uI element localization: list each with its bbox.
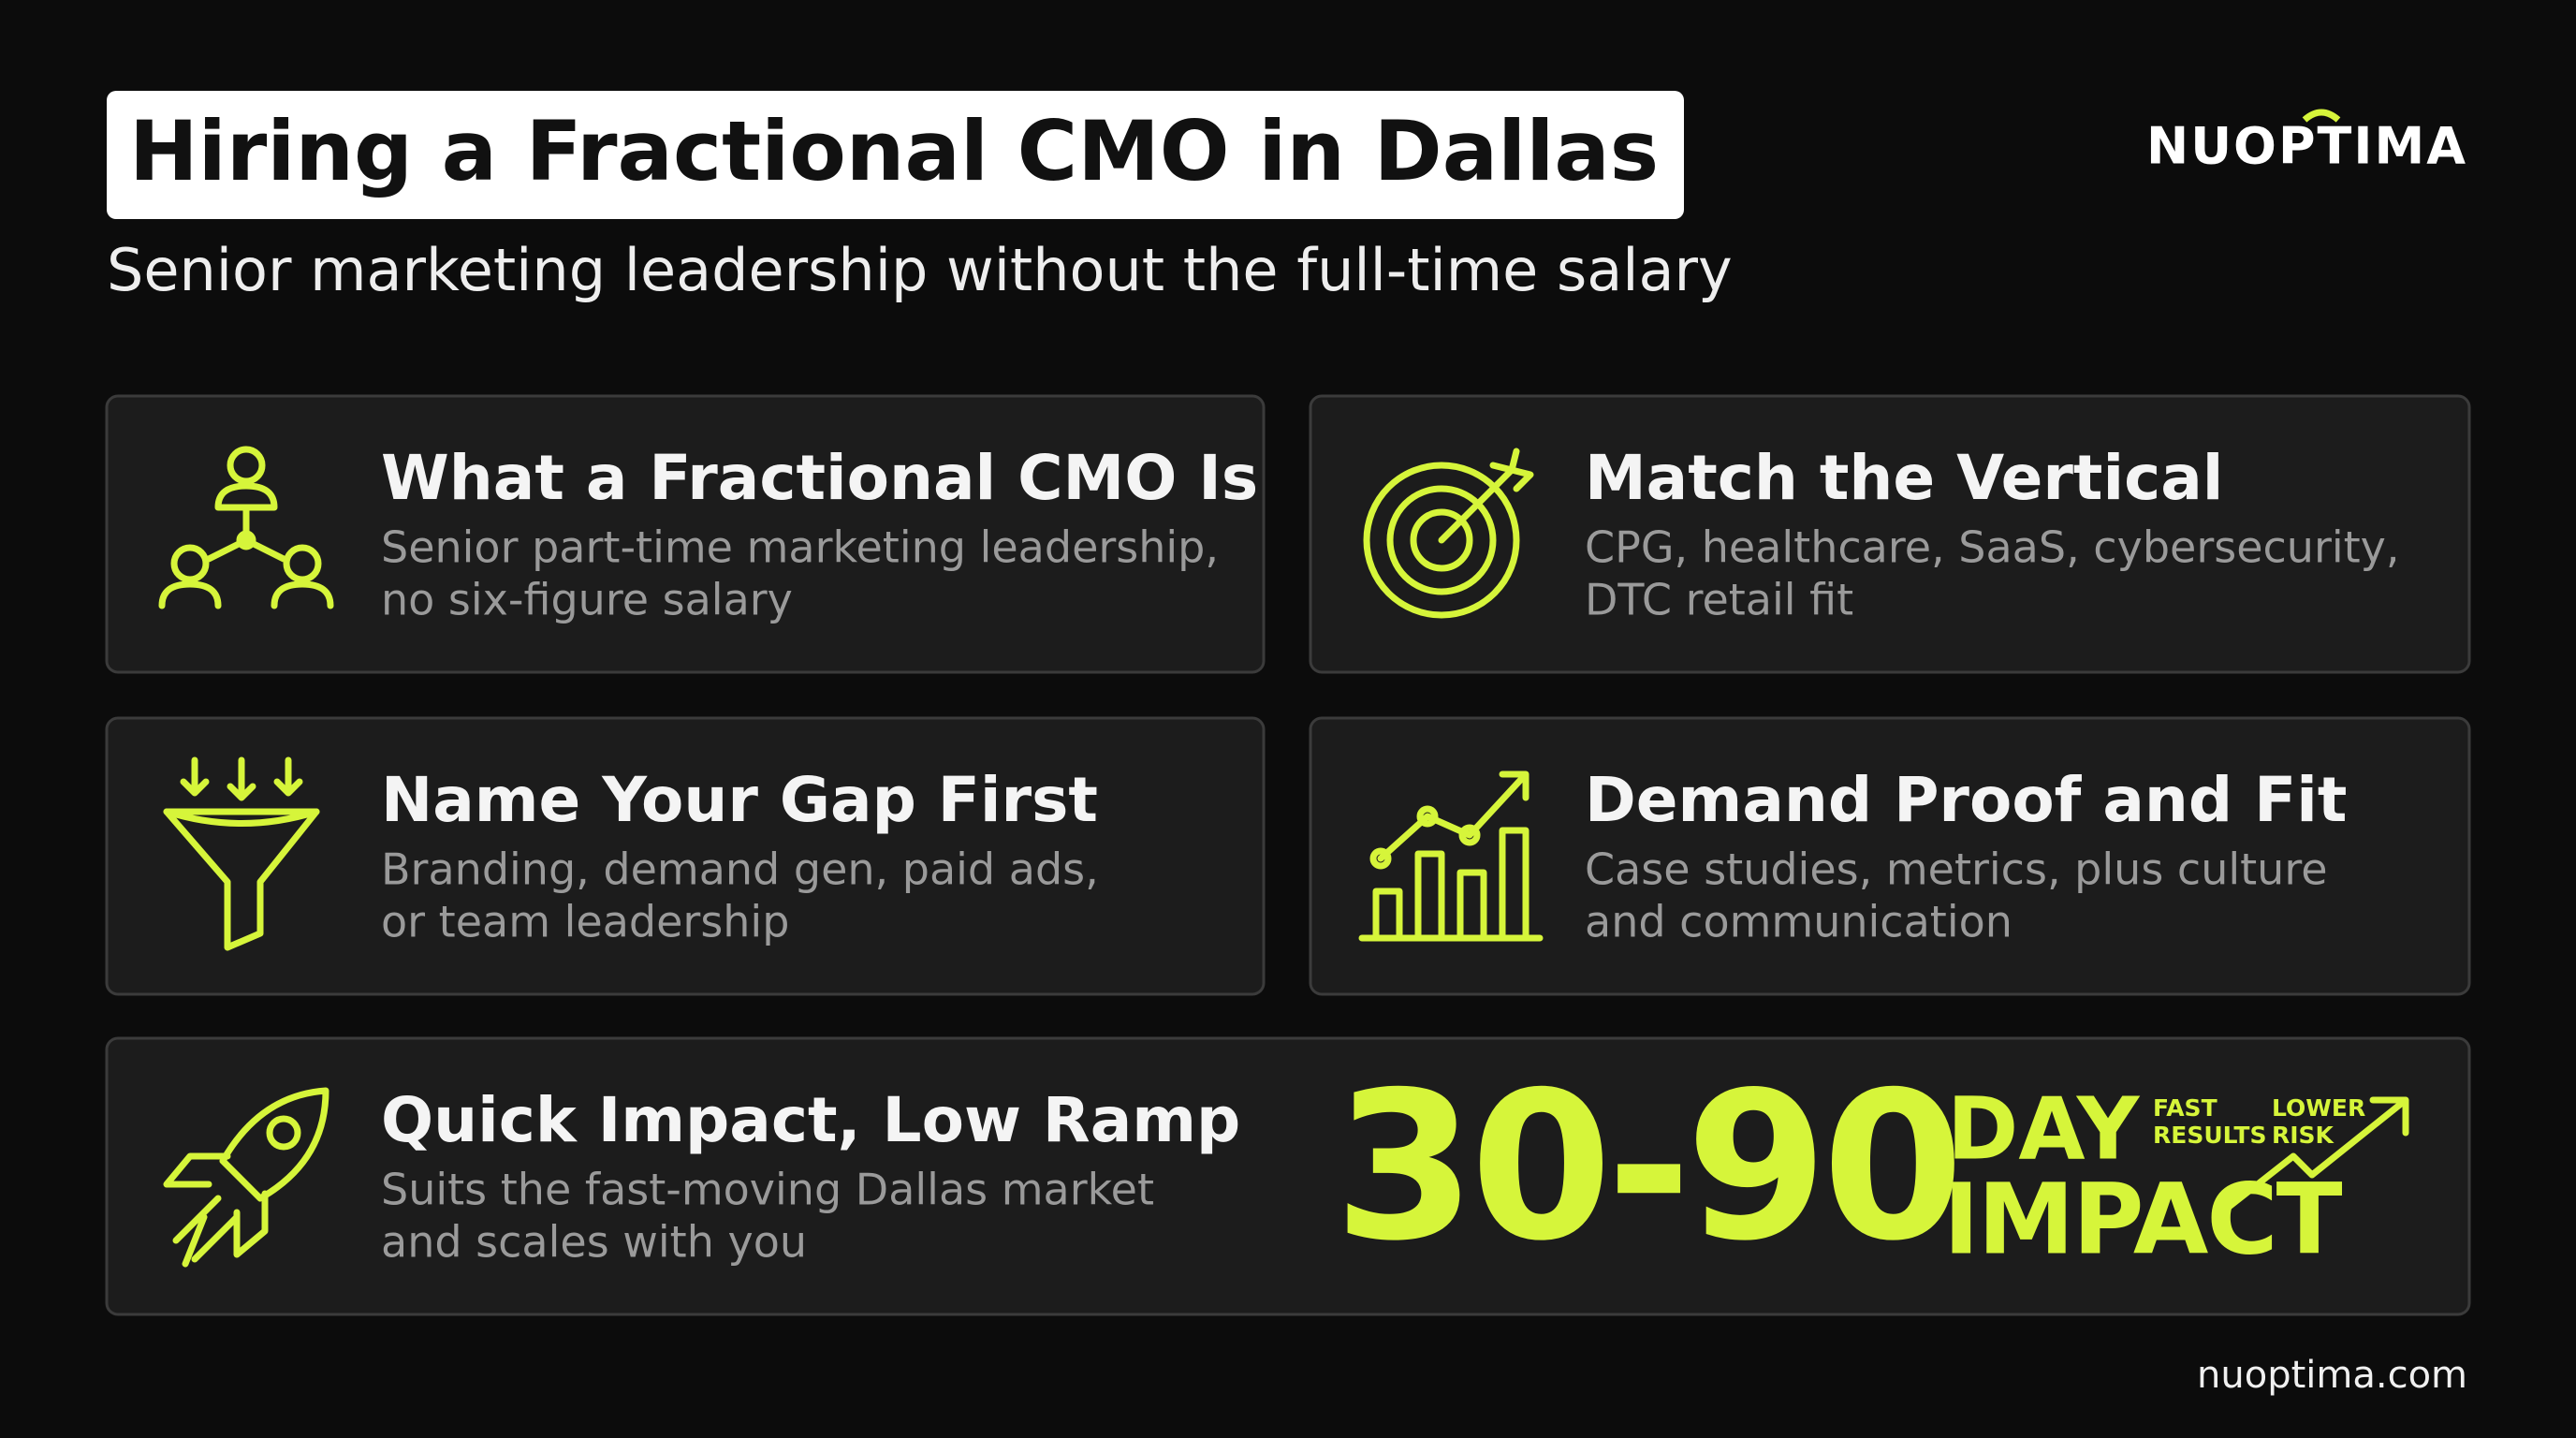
icon-rocket [163,1087,329,1268]
card [1309,716,2471,996]
card [1309,394,2471,674]
footer: nuoptima.com [2197,1354,2467,1397]
card-text: or team leadership [381,897,789,947]
tag-text: FAST [2153,1094,2217,1122]
impact-word: IMPACT [1943,1162,2343,1276]
card-text: and communication [1585,897,2012,947]
logo: NUOPTIMA [2146,117,2467,176]
card-text: DTC retail fit [1585,575,1853,625]
card-text: Branding, demand gen, paid ads, [381,844,1099,895]
card-title: Quick Impact, Low Ramp [381,1084,1240,1156]
tag-text: LOWER [2272,1094,2365,1122]
card-title: What a Fractional CMO Is [381,442,1258,514]
card-text: Case studies, metrics, plus culture [1585,844,2328,895]
card-title: Match the Vertical [1585,442,2223,514]
card-title: Name Your Gap First [381,764,1098,836]
tag-text: RESULTS [2153,1122,2266,1149]
logo-accent [2302,109,2341,123]
icon-target [1363,448,1534,619]
card-title: Demand Proof and Fit [1585,764,2347,836]
subtitle: Senior marketing leadership without the … [107,236,1733,304]
card-text: Suits the fast-moving Dallas market [381,1165,1154,1215]
card [105,1036,2471,1316]
icon-funnel [163,756,320,951]
card-text: CPG, healthcare, SaaS, cybersecurity, [1585,522,2400,573]
title: Hiring a Fractional CMO in Dallas [129,103,1659,199]
card-text: Senior part-time marketing leadership, [381,522,1219,573]
icon-people [158,446,334,609]
impact-number: 30-90 [1334,1049,1958,1286]
card-text: and scales with you [381,1217,807,1268]
tag-text: RISK [2272,1122,2335,1149]
title-box [107,91,1684,219]
card-text: no six-figure salary [381,575,793,625]
card [105,716,1266,996]
cards: What a Fractional CMO Is Senior part-time… [105,394,2471,1316]
impact-arrow [2224,1096,2409,1211]
card [105,394,1266,674]
impact-unit: DAY [1947,1078,2141,1179]
icon-chart [1358,770,1544,942]
